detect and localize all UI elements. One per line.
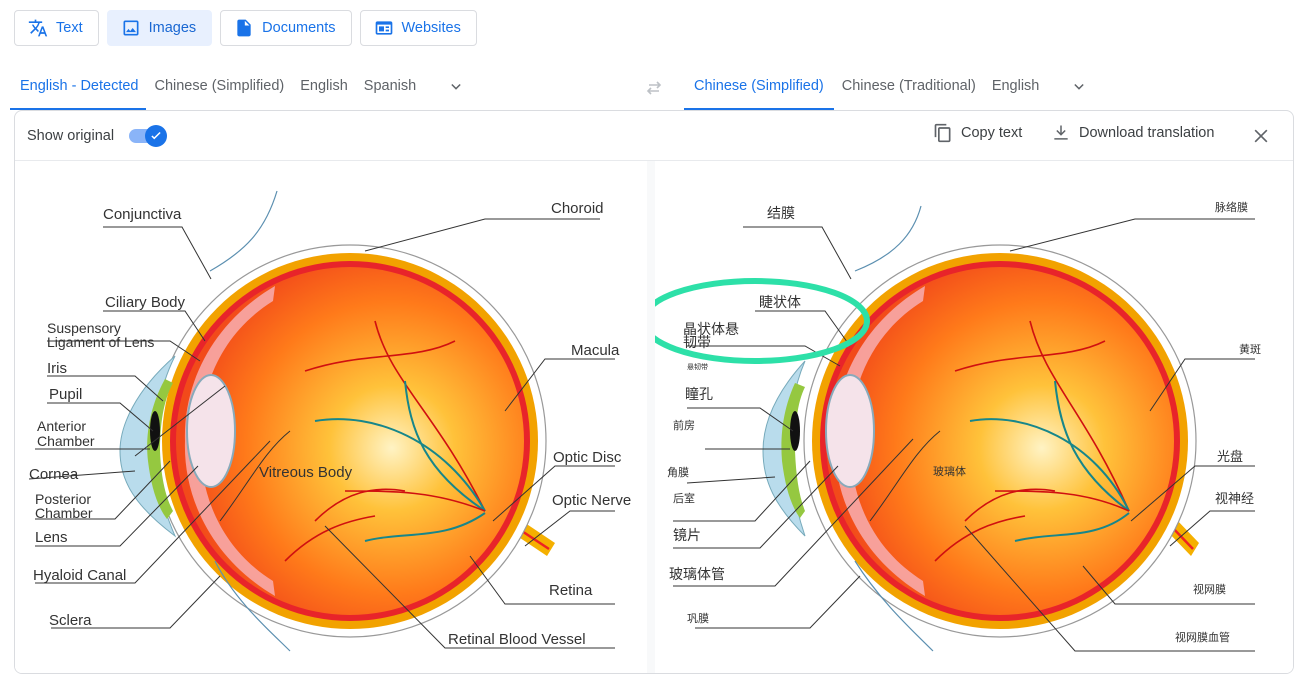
label-zh-suspensory: 晶状体悬 [683,322,739,338]
close-icon[interactable] [1251,126,1271,146]
target-lang-chinese-simplified[interactable]: Chinese (Simplified) [684,64,834,110]
check-icon [151,131,161,140]
label-anterior-chamber: Chamber [37,433,95,449]
text-mode-label: Text [56,20,83,36]
label-zh-optic-disc: 光盘 [1217,449,1243,465]
source-language-bar: English - Detected Chinese (Simplified) … [10,64,480,110]
download-translation-button[interactable]: Download translation [1051,123,1214,143]
label-zh-conjunctiva: 结膜 [767,206,795,222]
label-conjunctiva: Conjunctiva [103,206,182,223]
source-lang-detected[interactable]: English - Detected [10,64,147,110]
label-zh-posterior: 后室 [673,491,695,505]
label-zh-cornea: 角膜 [667,466,689,479]
label-cornea: Cornea [29,466,79,483]
chinese-labels: 结膜 睫状体 晶状体悬 韧带 悬韧带 瞳孔 前房 角膜 后室 镜片 玻璃体管 巩… [667,200,1261,644]
copy-text-label: Copy text [961,125,1023,141]
label-posterior-chamber: Chamber [35,505,93,521]
label-zh-macula: 黄斑 [1239,342,1261,356]
leader-lines [28,218,615,649]
source-lang-chinese-simplified[interactable]: Chinese (Simplified) [154,78,285,94]
label-optic-disc: Optic Disc [553,449,622,466]
leader-lines [673,218,1255,652]
label-zh-retinal-vessel: 视网膜血管 [1175,630,1230,644]
website-icon [375,21,392,35]
label-zh-small: 悬韧带 [687,362,708,371]
label-ciliary-body: Ciliary Body [105,294,186,311]
label-zh-hyaloid: 玻璃体管 [669,566,725,583]
websites-mode-button[interactable]: Websites [359,10,477,46]
label-zh-choroid: 脉络膜 [1215,200,1248,214]
label-zh-ligament: 韧带 [683,335,711,351]
swap-languages-icon[interactable] [642,76,666,100]
eye-diagram-translated: 结膜 睫状体 晶状体悬 韧带 悬韧带 瞳孔 前房 角膜 后室 镜片 玻璃体管 巩… [655,200,1261,652]
document-icon [237,19,251,37]
target-language-bar: Chinese (Simplified) Chinese (Traditiona… [684,64,1103,110]
text-mode-button[interactable]: Text [14,10,99,46]
copy-text-button[interactable]: Copy text [933,123,1022,143]
label-pupil: Pupil [49,386,82,403]
eyeball [119,190,555,652]
label-zh-anterior: 前房 [673,418,695,432]
label-iris: Iris [47,360,67,377]
label-zh-optic-nerve: 视神经 [1215,492,1254,507]
image-area: Conjunctiva Ciliary Body Suspensory Liga… [15,161,1293,673]
panel-toolbar: Show original Copy text Download transla… [15,111,1293,161]
websites-mode-label: Websites [401,20,461,36]
label-vitreous-body: Vitreous Body [259,464,353,481]
label-sclera: Sclera [49,612,92,629]
label-anterior: Anterior [37,418,86,434]
images-mode-label: Images [148,20,197,36]
target-lang-english[interactable]: English [991,78,1040,94]
label-hyaloid-canal: Hyaloid Canal [33,567,126,584]
label-zh-ciliary-body: 睫状体 [759,295,801,311]
mode-bar: Text Images Documents Websites [14,10,477,46]
documents-mode-button[interactable]: Documents [220,10,352,46]
label-lens: Lens [35,529,68,546]
label-optic-nerve: Optic Nerve [552,492,631,509]
download-translation-label: Download translation [1079,125,1215,141]
show-original-toggle[interactable] [129,125,167,147]
label-posterior: Posterior [35,491,91,507]
label-macula: Macula [571,342,620,359]
eyeball [762,205,1199,652]
toggle-knob [145,125,167,147]
chevron-down-icon [1074,83,1085,90]
translate-icon [28,19,48,37]
original-image: Conjunctiva Ciliary Body Suspensory Liga… [15,161,647,673]
label-zh-sclera: 巩膜 [687,612,709,625]
images-mode-button[interactable]: Images [106,10,213,46]
download-icon [1054,125,1068,140]
source-lang-spanish[interactable]: Spanish [363,78,417,94]
label-retinal-blood-vessel: Retinal Blood Vessel [448,631,586,648]
target-lang-more-button[interactable] [1047,64,1103,110]
source-lang-english[interactable]: English [300,78,348,94]
chevron-down-icon [451,83,461,90]
label-zh-lens: 镜片 [673,528,701,544]
highlight-ellipse [655,278,870,364]
documents-mode-label: Documents [262,20,336,36]
source-lang-more-button[interactable] [424,64,480,110]
label-zh-vitreous: 玻璃体 [933,464,966,478]
image-translation-panel: Show original Copy text Download transla… [14,110,1294,674]
label-zh-pupil: 瞳孔 [685,386,713,403]
copy-icon [934,123,951,143]
show-original-label: Show original [27,127,115,144]
label-ligament-of-lens: Ligament of Lens [47,334,154,350]
label-suspensory: Suspensory [47,320,121,336]
label-zh-retina: 视网膜 [1193,582,1226,596]
eye-diagram-original: Conjunctiva Ciliary Body Suspensory Liga… [28,190,631,652]
target-lang-chinese-traditional[interactable]: Chinese (Traditional) [841,78,976,94]
label-choroid: Choroid [551,200,604,217]
label-retina: Retina [549,582,593,599]
translated-image: 结膜 睫状体 晶状体悬 韧带 悬韧带 瞳孔 前房 角膜 后室 镜片 玻璃体管 巩… [655,161,1293,673]
english-labels: Conjunctiva Ciliary Body Suspensory Liga… [29,200,631,648]
image-icon [123,20,139,36]
